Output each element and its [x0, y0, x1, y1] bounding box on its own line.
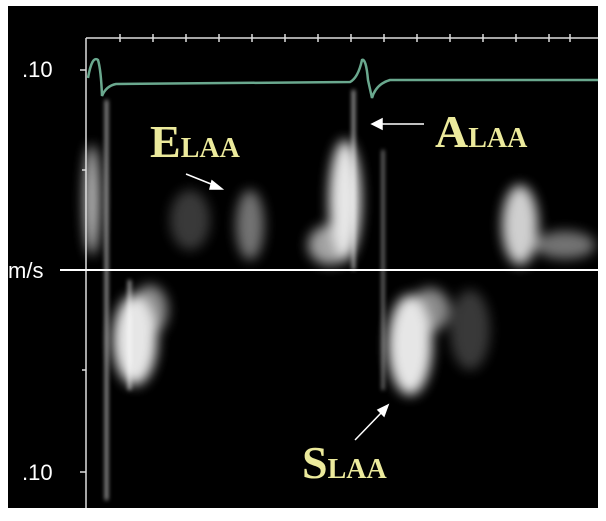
spectral-doppler: [84, 90, 595, 500]
label-a: ALAA: [435, 106, 528, 157]
scale-bottom: .10: [22, 460, 53, 485]
scale-top: .10: [22, 57, 53, 82]
arrows: [185, 117, 424, 441]
scale-unit: m/s: [8, 258, 43, 283]
ecg-trace: [86, 57, 598, 99]
label-s: SLAA: [302, 437, 387, 488]
axes: [80, 34, 598, 508]
label-e: ELAA: [150, 116, 241, 167]
